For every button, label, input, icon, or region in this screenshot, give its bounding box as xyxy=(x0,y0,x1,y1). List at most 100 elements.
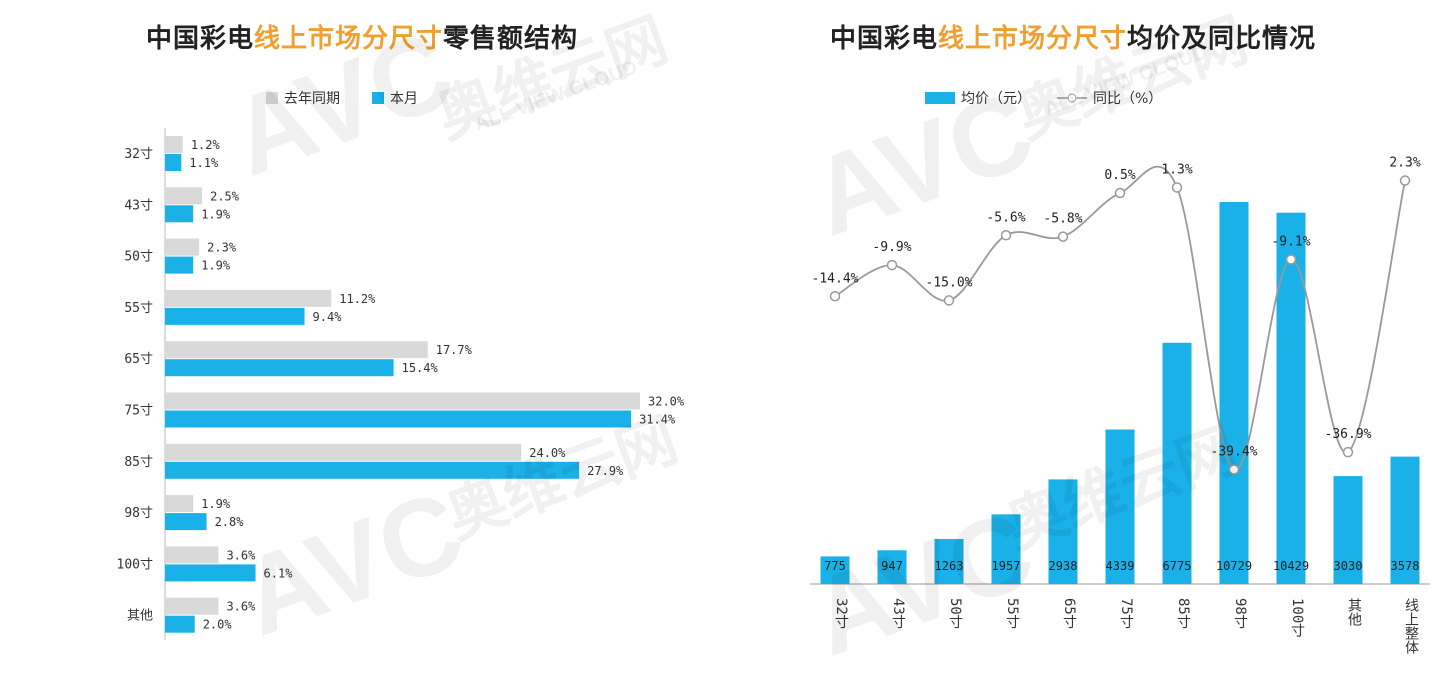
right-title-part2: 均价及同比情况 xyxy=(1127,24,1317,54)
yoy-value-label: -39.4% xyxy=(1211,445,1258,460)
avg-price-label: 6775 xyxy=(1163,559,1192,573)
bar-value-label: 9.4% xyxy=(313,310,343,324)
avg-price-label: 1263 xyxy=(935,559,964,573)
avg-price-label: 10729 xyxy=(1216,559,1252,573)
bar-value-label: 11.2% xyxy=(339,292,376,306)
yoy-value-label: 2.3% xyxy=(1389,156,1420,171)
avg-price-bar xyxy=(820,556,850,584)
bar-value-label: 2.0% xyxy=(203,618,233,632)
bar-cur xyxy=(165,359,394,377)
x-tick-label: 43寸 xyxy=(890,598,906,629)
avg-price-bar xyxy=(877,550,907,584)
bar-value-label: 2.5% xyxy=(210,189,240,203)
yoy-value-label: 1.3% xyxy=(1161,162,1192,177)
yoy-value-label: -36.9% xyxy=(1325,427,1372,442)
bar-prev xyxy=(165,495,194,513)
bar-value-label: 3.6% xyxy=(226,548,256,562)
legend-prev-label: 去年同期 xyxy=(284,91,340,107)
x-tick-label: 75寸 xyxy=(1118,598,1134,629)
x-tick-label: 85寸 xyxy=(1175,598,1191,629)
category-label: 100寸 xyxy=(117,557,153,572)
avg-price-bar xyxy=(991,514,1021,584)
right-chart-title: 中国彩电线上市场分尺寸均价及同比情况 xyxy=(830,18,1316,55)
left-title-part2: 零售额结构 xyxy=(443,24,579,54)
bar-cur xyxy=(165,410,632,428)
x-tick-label: 32寸 xyxy=(833,598,849,629)
bar-cur xyxy=(165,205,194,223)
yoy-line xyxy=(834,165,1406,471)
bar-cur xyxy=(165,513,207,531)
right-legend: 均价（元） 同比（%） xyxy=(925,88,1162,108)
yoy-point xyxy=(886,259,898,271)
yoy-point xyxy=(943,295,955,306)
bar-prev xyxy=(165,392,640,410)
x-tick-label: 线上整体 xyxy=(1403,598,1419,654)
yoy-point xyxy=(829,291,841,302)
avg-price-bar xyxy=(1390,456,1420,584)
bar-cur xyxy=(165,564,256,582)
yoy-point xyxy=(1285,254,1297,265)
legend-bar-swatch xyxy=(925,92,955,104)
x-tick-label: 98寸 xyxy=(1232,598,1248,629)
left-title-part1: 中国彩电 xyxy=(146,24,255,54)
category-label: 43寸 xyxy=(124,198,153,213)
yoy-point xyxy=(1399,175,1411,186)
avg-price-bar xyxy=(1276,212,1306,584)
category-label: 50寸 xyxy=(124,250,153,265)
bar-prev xyxy=(165,546,219,564)
bar-value-label: 1.1% xyxy=(189,156,219,170)
bar-value-label: 1.9% xyxy=(201,497,231,511)
avg-price-label: 3030 xyxy=(1334,559,1363,573)
right-title-highlight: 线上市场分尺寸 xyxy=(938,24,1128,54)
yoy-point xyxy=(1171,182,1183,193)
category-label: 55寸 xyxy=(124,301,153,316)
bar-value-label: 15.4% xyxy=(402,361,439,375)
yoy-value-label: -5.6% xyxy=(986,210,1025,225)
bar-value-label: 1.9% xyxy=(201,207,231,221)
avg-price-label: 3578 xyxy=(1391,559,1420,573)
avg-price-label: 4339 xyxy=(1106,559,1135,573)
category-label: 75寸 xyxy=(124,404,153,419)
right-title-part1: 中国彩电 xyxy=(830,24,939,54)
yoy-point xyxy=(1342,446,1354,458)
avg-price-label: 10429 xyxy=(1273,559,1309,573)
legend-bar-label: 均价（元） xyxy=(961,91,1031,107)
avg-price-label: 1957 xyxy=(992,559,1021,573)
bar-cur xyxy=(165,154,182,171)
bar-prev xyxy=(165,597,219,615)
left-title-highlight: 线上市场分尺寸 xyxy=(254,24,444,54)
bar-value-label: 2.8% xyxy=(215,515,245,529)
bar-prev xyxy=(165,289,332,307)
bar-prev xyxy=(165,238,200,256)
yoy-value-label: -9.1% xyxy=(1271,235,1310,250)
yoy-value-label: 0.5% xyxy=(1104,168,1135,183)
x-tick-label: 65寸 xyxy=(1061,598,1077,629)
bar-cur xyxy=(165,256,194,274)
avg-price-bar xyxy=(1333,476,1363,584)
yoy-value-label: -5.8% xyxy=(1043,212,1082,227)
legend-line-label: 同比（%） xyxy=(1093,91,1163,107)
yoy-value-label: -14.4% xyxy=(812,271,859,286)
bar-value-label: 24.0% xyxy=(529,446,566,460)
bar-value-label: 31.4% xyxy=(639,413,676,427)
legend-prev-swatch xyxy=(266,92,278,104)
right-combo-chart: 775 32寸 947 43寸 1263 50寸 1957 55寸 2938 65寸 4339 75寸… xyxy=(810,156,1430,654)
bar-prev xyxy=(165,341,428,359)
bar-cur xyxy=(165,615,195,633)
yoy-point xyxy=(1114,187,1126,199)
avg-price-bar xyxy=(1219,202,1249,584)
bar-value-label: 1.9% xyxy=(201,259,231,273)
bar-prev xyxy=(165,187,203,205)
category-label: 32寸 xyxy=(124,147,153,162)
bar-prev xyxy=(165,443,522,461)
avg-price-bar xyxy=(1048,479,1078,584)
left-bar-chart: 32寸 1.2% 1.1% 43寸 2.5% 1.9% 50寸 2.3% 1.9% 55寸 11.2… xyxy=(117,128,685,640)
yoy-value-label: -9.9% xyxy=(872,240,911,255)
avg-price-bar xyxy=(1162,342,1192,584)
category-label: 98寸 xyxy=(124,506,153,521)
bar-value-label: 6.1% xyxy=(264,566,294,580)
x-tick-label: 其他 xyxy=(1346,598,1362,627)
x-tick-label: 50寸 xyxy=(947,598,963,629)
bar-value-label: 2.3% xyxy=(207,241,237,255)
legend-cur-swatch xyxy=(372,92,384,104)
